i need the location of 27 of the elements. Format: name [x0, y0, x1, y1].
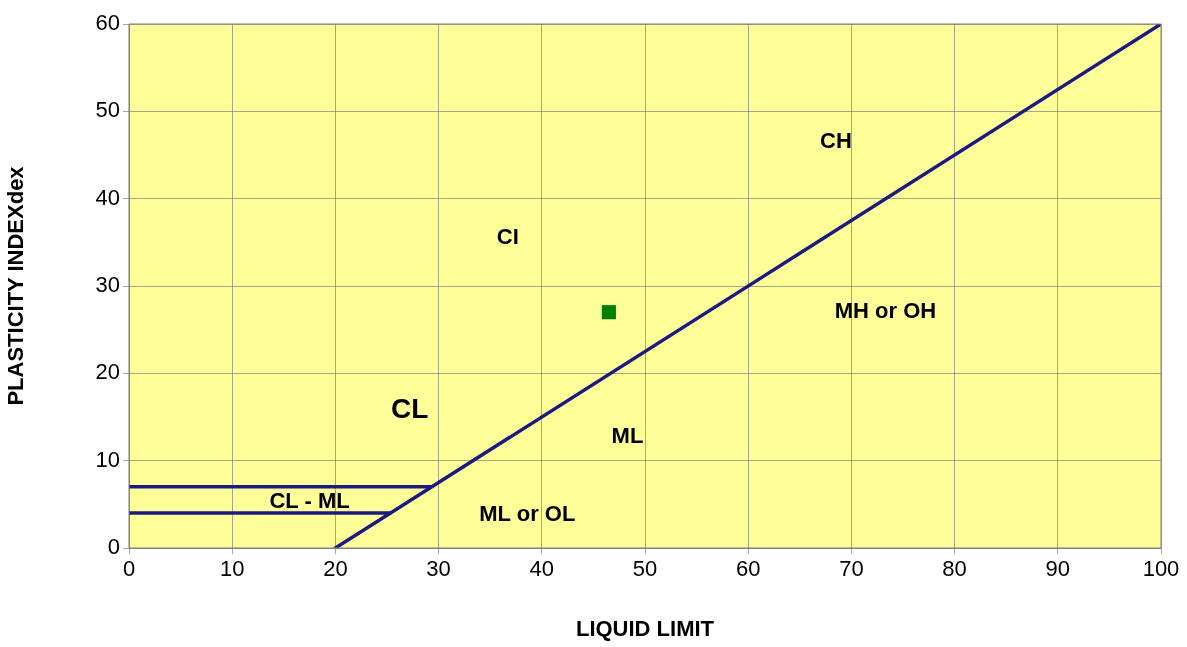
x-axis-title: LIQUID LIMIT	[575, 615, 715, 641]
annotation: ML or OL	[479, 501, 576, 527]
x-tick-label: 40	[529, 556, 555, 582]
x-tick-label: 20	[323, 556, 348, 582]
y-tick-label: 10	[95, 446, 120, 472]
annotation: MH or OH	[834, 298, 937, 324]
annotation: CL - ML	[269, 487, 350, 513]
annotation: CH	[820, 127, 852, 153]
y-tick-label: 40	[95, 184, 120, 210]
annotation: CL	[391, 392, 429, 424]
x-tick-label: 90	[1045, 556, 1071, 582]
x-tick-label: 60	[735, 556, 761, 582]
y-tick-label: 50	[95, 97, 120, 123]
x-tick-label: 80	[942, 556, 967, 582]
x-tick-label: 0	[122, 556, 136, 582]
y-tick-label: 60	[95, 10, 120, 36]
y-tick-label: 0	[107, 534, 120, 560]
x-tick-label: 10	[219, 556, 245, 582]
y-axis-title: PLASTICITY INDEXdex	[3, 165, 29, 406]
x-tick-label: 70	[839, 556, 864, 582]
x-tick-label: 30	[426, 556, 451, 582]
y-tick-label: 30	[95, 272, 120, 298]
annotation: ML	[611, 422, 644, 448]
x-tick-label: 100	[1142, 556, 1180, 582]
y-tick-label: 20	[95, 359, 120, 385]
annotation: CI	[496, 223, 519, 249]
x-tick-label: 50	[632, 556, 658, 582]
